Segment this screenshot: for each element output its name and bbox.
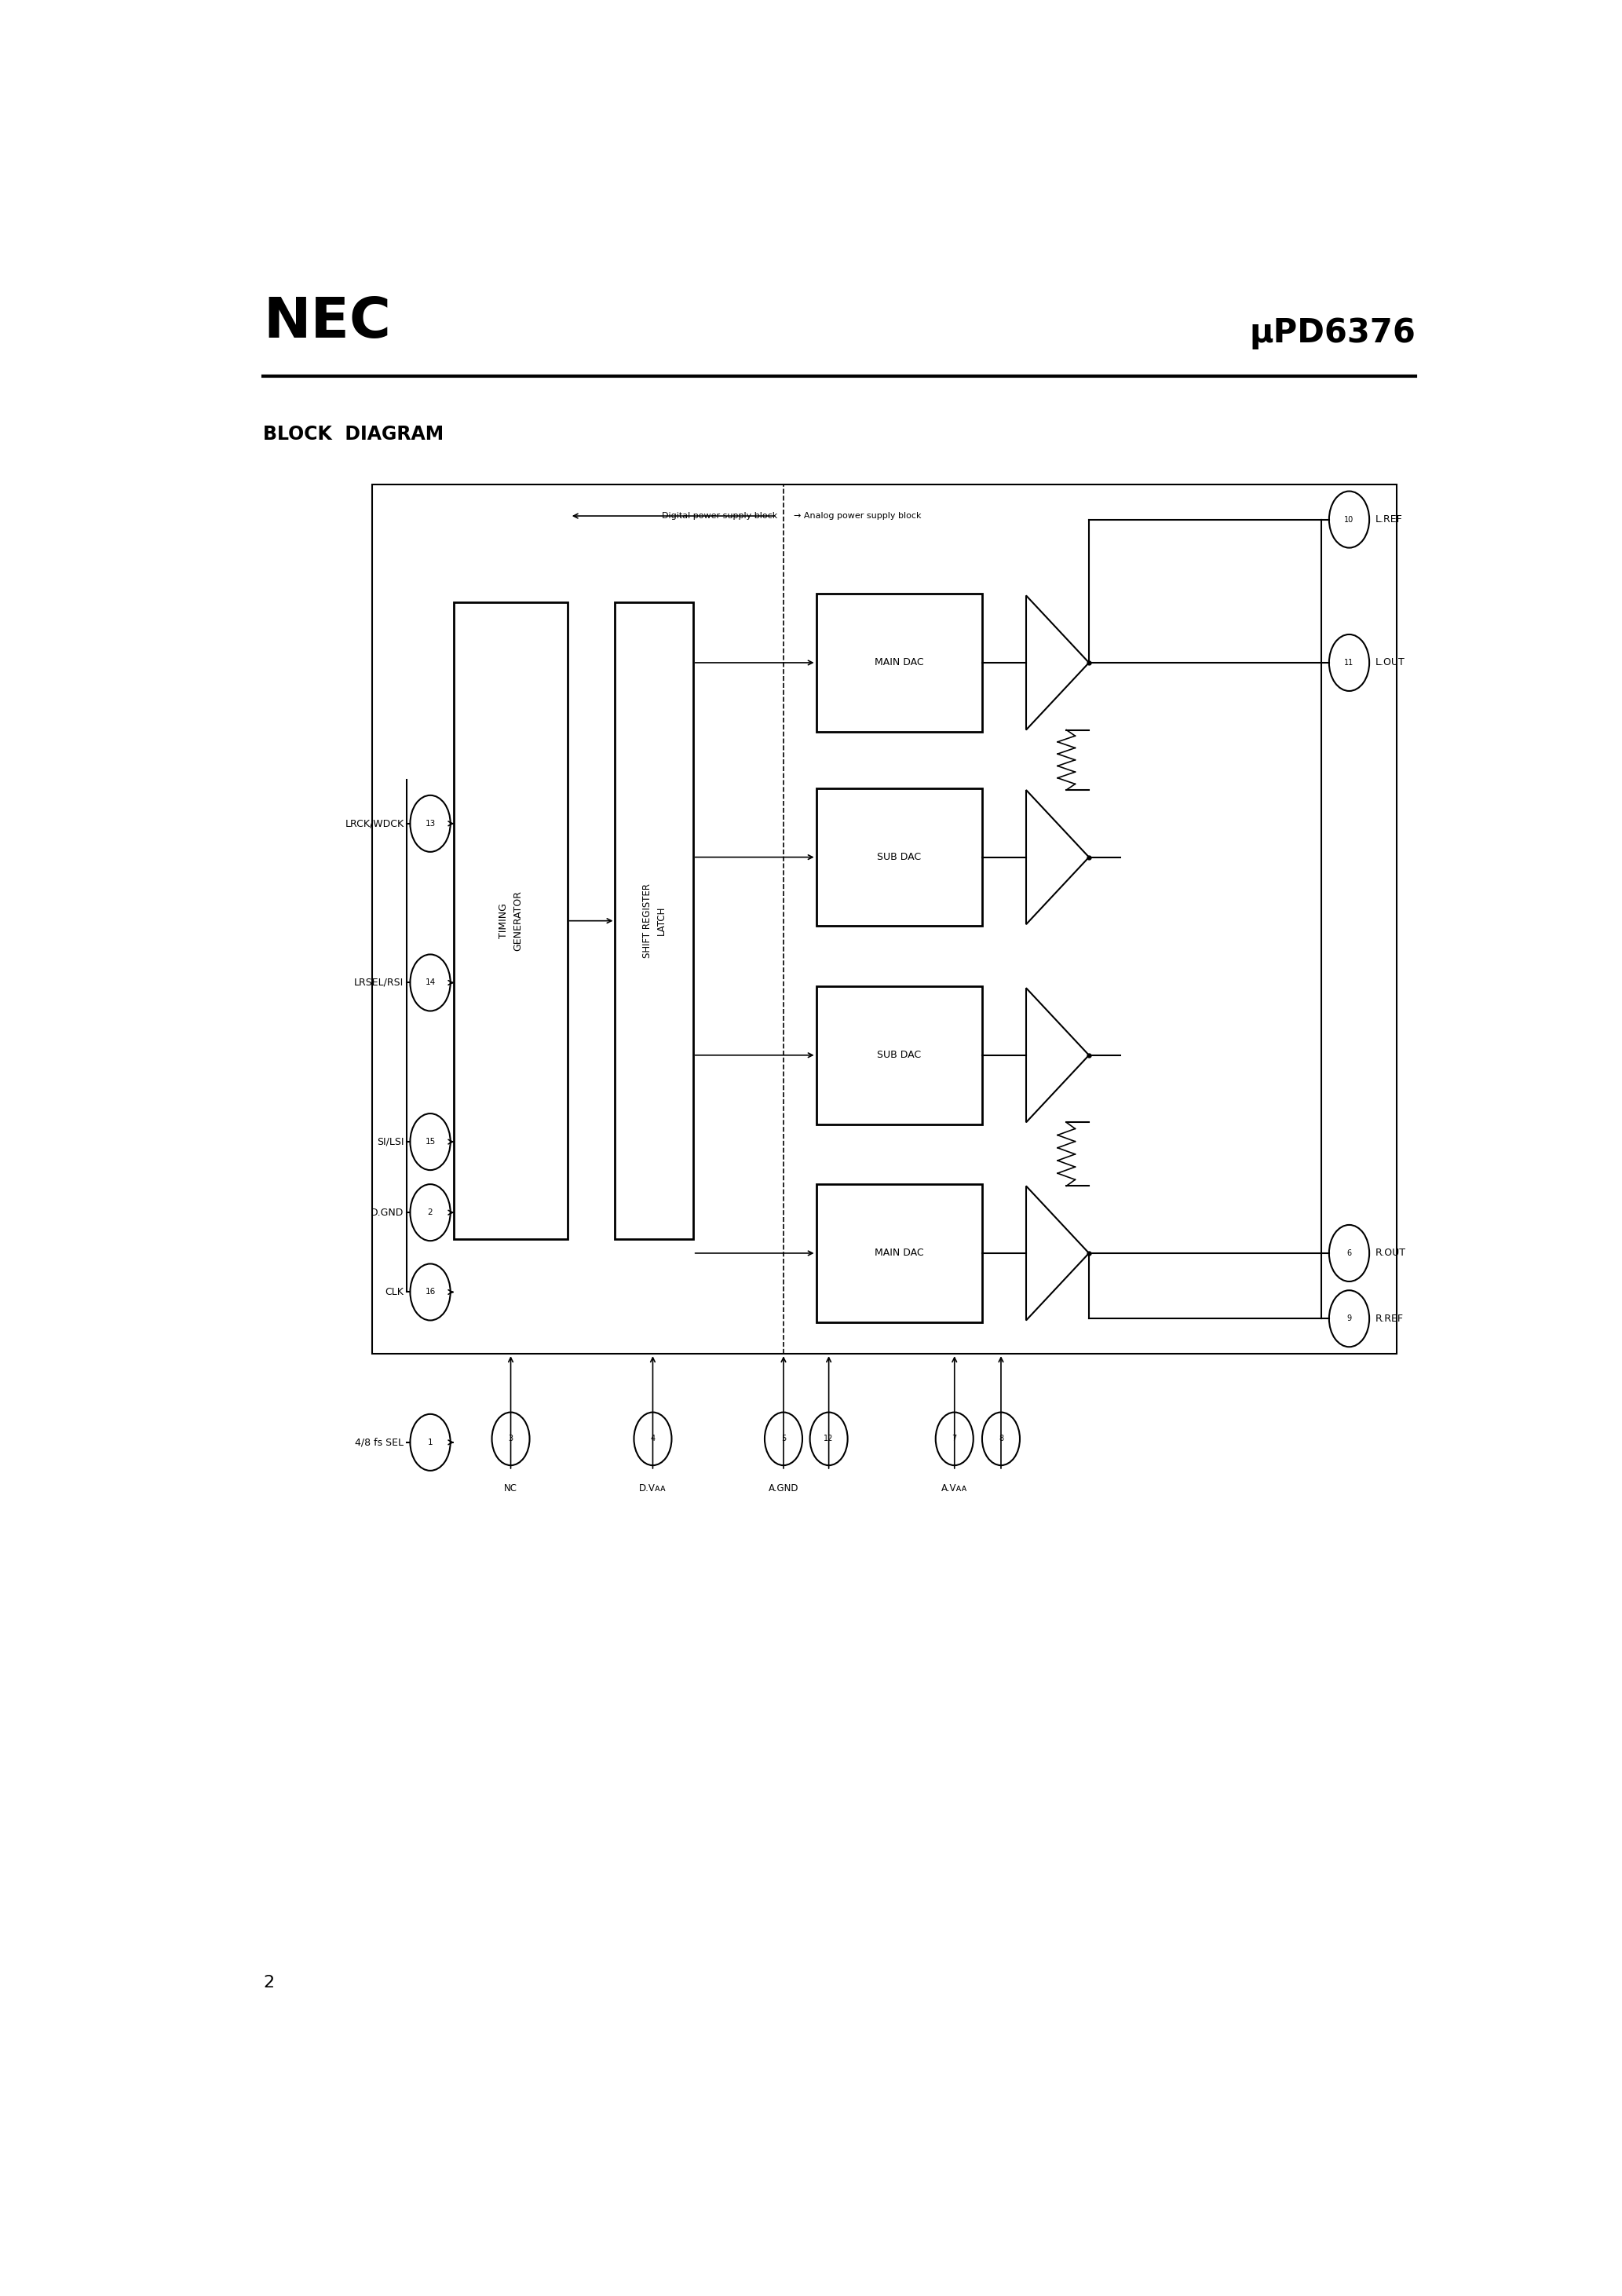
Text: 15: 15: [425, 1139, 435, 1146]
Text: μPD6376: μPD6376: [1249, 317, 1416, 349]
Text: BLOCK  DIAGRAM: BLOCK DIAGRAM: [263, 425, 444, 443]
Text: LRSEL/RSI: LRSEL/RSI: [354, 978, 404, 987]
Bar: [615, 602, 693, 1240]
Bar: [816, 987, 983, 1125]
Text: 8: 8: [999, 1435, 1004, 1442]
Text: 13: 13: [425, 820, 435, 827]
Text: 10: 10: [1345, 517, 1354, 523]
Text: 2: 2: [263, 1975, 274, 1991]
Text: SI/LSI: SI/LSI: [376, 1137, 404, 1148]
Bar: [816, 595, 983, 732]
Text: NC: NC: [504, 1483, 517, 1492]
Text: MAIN DAC: MAIN DAC: [874, 657, 925, 668]
Text: 3: 3: [508, 1435, 513, 1442]
Text: 11: 11: [1345, 659, 1354, 666]
Text: SHIFT REGISTER
LATCH: SHIFT REGISTER LATCH: [642, 884, 667, 957]
Text: CLK: CLK: [384, 1288, 404, 1297]
Text: 12: 12: [824, 1435, 834, 1442]
Text: SUB DAC: SUB DAC: [878, 852, 921, 863]
Text: 6: 6: [1346, 1249, 1351, 1258]
Text: 9: 9: [1346, 1316, 1351, 1322]
Text: 4: 4: [650, 1435, 655, 1442]
Text: TIMING
GENERATOR: TIMING GENERATOR: [498, 891, 522, 951]
Text: D.GND: D.GND: [370, 1208, 404, 1217]
Text: NEC: NEC: [263, 296, 391, 349]
Bar: [816, 788, 983, 925]
Text: 14: 14: [425, 978, 435, 987]
Text: → Analog power supply block: → Analog power supply block: [793, 512, 921, 519]
Text: R.OUT: R.OUT: [1375, 1249, 1406, 1258]
Text: L.REF: L.REF: [1375, 514, 1403, 523]
Text: 4/8 fs SEL: 4/8 fs SEL: [355, 1437, 404, 1446]
Text: 7: 7: [952, 1435, 957, 1442]
Text: A.Vᴀᴀ: A.Vᴀᴀ: [941, 1483, 968, 1492]
Text: R.REF: R.REF: [1375, 1313, 1403, 1325]
Text: 1: 1: [428, 1437, 433, 1446]
Text: MAIN DAC: MAIN DAC: [874, 1249, 925, 1258]
Text: SUB DAC: SUB DAC: [878, 1049, 921, 1061]
Text: A.GND: A.GND: [769, 1483, 798, 1492]
Bar: [454, 602, 568, 1240]
Bar: [373, 484, 1397, 1355]
Text: LRCK/WDCK: LRCK/WDCK: [345, 817, 404, 829]
Text: 5: 5: [782, 1435, 787, 1442]
Text: 2: 2: [428, 1208, 433, 1217]
Text: 16: 16: [425, 1288, 435, 1295]
Bar: [816, 1185, 983, 1322]
Text: D.Vᴀᴀ: D.Vᴀᴀ: [639, 1483, 667, 1492]
Text: L.OUT: L.OUT: [1375, 657, 1405, 668]
Text: Digital power supply block: Digital power supply block: [662, 512, 777, 519]
